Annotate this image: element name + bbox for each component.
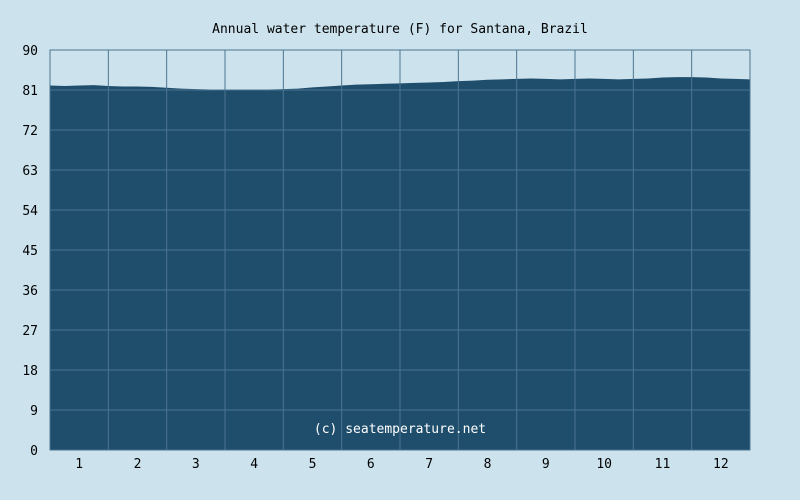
x-tick-label: 4 bbox=[250, 457, 258, 472]
chart-title: Annual water temperature (F) for Santana… bbox=[212, 22, 588, 37]
plot-border bbox=[49, 49, 751, 451]
x-tick-label: 3 bbox=[192, 457, 200, 472]
y-tick-label: 54 bbox=[22, 204, 38, 219]
y-axis-ticks: 0 9 18 27 36 45 54 63 72 81 90 bbox=[22, 44, 38, 459]
y-tick-label: 0 bbox=[30, 444, 38, 459]
x-tick-label: 1 bbox=[75, 457, 83, 472]
watermark: (c) seatemperature.net bbox=[314, 422, 486, 437]
y-tick-label: 27 bbox=[22, 324, 38, 339]
y-tick-label: 45 bbox=[22, 244, 38, 259]
y-tick-label: 90 bbox=[22, 44, 38, 59]
grid-layer bbox=[50, 50, 750, 450]
x-tick-label: 8 bbox=[484, 457, 492, 472]
x-tick-label: 11 bbox=[655, 457, 671, 472]
y-tick-label: 81 bbox=[22, 84, 38, 99]
x-tick-label: 2 bbox=[134, 457, 142, 472]
x-axis-ticks: 1 2 3 4 5 6 7 8 9 10 11 12 bbox=[75, 457, 728, 472]
x-tick-label: 6 bbox=[367, 457, 375, 472]
x-tick-label: 12 bbox=[713, 457, 729, 472]
y-tick-label: 63 bbox=[22, 164, 38, 179]
x-tick-label: 10 bbox=[596, 457, 612, 472]
x-tick-label: 7 bbox=[425, 457, 433, 472]
y-tick-label: 72 bbox=[22, 124, 38, 139]
y-tick-label: 18 bbox=[22, 364, 38, 379]
y-tick-label: 9 bbox=[30, 404, 38, 419]
y-tick-label: 36 bbox=[22, 284, 38, 299]
x-tick-label: 5 bbox=[309, 457, 317, 472]
x-tick-label: 9 bbox=[542, 457, 550, 472]
